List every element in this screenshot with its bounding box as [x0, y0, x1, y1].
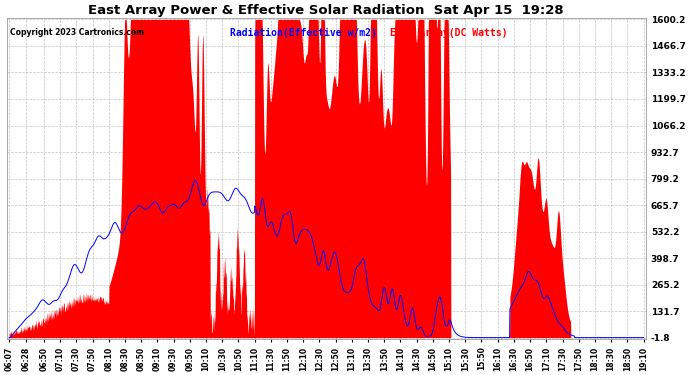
- Title: East Array Power & Effective Solar Radiation  Sat Apr 15  19:28: East Array Power & Effective Solar Radia…: [88, 4, 564, 17]
- Text: East Array(DC Watts): East Array(DC Watts): [391, 28, 508, 38]
- Text: Copyright 2023 Cartronics.com: Copyright 2023 Cartronics.com: [10, 28, 144, 37]
- Text: Radiation(Effective w/m2): Radiation(Effective w/m2): [230, 28, 377, 38]
